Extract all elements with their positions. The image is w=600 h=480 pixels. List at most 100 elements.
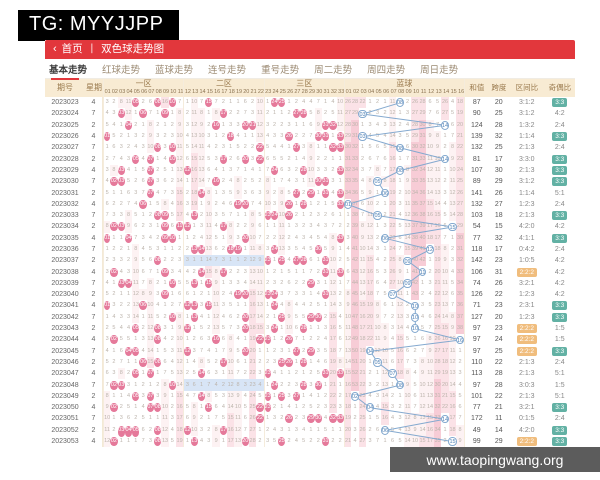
- blue-cell: 9: [456, 435, 464, 448]
- miss-count: 8: [214, 110, 218, 117]
- miss-count: 5: [119, 336, 123, 343]
- miss-count: 11: [176, 144, 183, 151]
- red-cell: 4: [183, 266, 190, 278]
- red-cell: 17: [248, 311, 257, 323]
- miss-count: 9: [280, 200, 284, 207]
- tab-red-ball-trend[interactable]: 红球走势: [102, 64, 141, 76]
- red-cell: 02: [110, 266, 118, 277]
- tab-blue-ball-trend[interactable]: 蓝球走势: [155, 64, 194, 76]
- span-cell: 31: [494, 268, 503, 276]
- miss-count: 18: [441, 358, 449, 365]
- blue-cell: 12: [396, 300, 404, 312]
- miss-count: 2: [214, 144, 218, 151]
- blue-cell: 8: [373, 164, 382, 177]
- span-cell: 22: [494, 358, 503, 366]
- miss-count: 12: [426, 381, 434, 388]
- week-cell: 4: [85, 198, 103, 210]
- miss-count: 50: [351, 347, 359, 354]
- red-cell: 30: [314, 244, 322, 255]
- tab-thursday-trend[interactable]: 周四走势: [367, 64, 406, 76]
- miss-count: 7: [127, 200, 131, 207]
- miss-count: 5: [105, 358, 109, 365]
- miss-count: 4: [376, 121, 380, 128]
- red-cell: 3: [285, 120, 292, 131]
- miss-count: 3: [294, 178, 298, 185]
- tab-consecutive-trend[interactable]: 连号走势: [208, 64, 247, 76]
- blue-cell: 39: [411, 243, 419, 256]
- blue-cell: 26: [411, 97, 419, 109]
- tab-basic-trend[interactable]: 基本走势: [49, 62, 87, 80]
- red-cell: 2: [183, 243, 190, 256]
- header-col-label: 24: [272, 89, 279, 95]
- red-cell: 12: [183, 424, 191, 436]
- miss-count: 19: [456, 110, 464, 117]
- miss-count: 7: [148, 110, 152, 117]
- miss-count: 1: [105, 144, 109, 151]
- blue-cell: 3: [419, 300, 427, 311]
- miss-count: 3: [294, 223, 298, 230]
- miss-count: 1: [185, 336, 189, 343]
- blue-cell: 10: [410, 300, 420, 311]
- blue-cell: 12: [448, 356, 457, 369]
- span-cell: 25: [494, 144, 503, 152]
- blue-cell: 1: [359, 142, 367, 153]
- tab-tuesday-trend[interactable]: 周二走势: [314, 64, 353, 76]
- back-chevron-icon[interactable]: ‹: [53, 43, 57, 55]
- blue-cell: 14: [448, 379, 457, 391]
- red-cell: 1: [139, 312, 146, 323]
- miss-count: 2: [185, 246, 189, 252]
- red-cell: 4: [125, 391, 132, 402]
- table-row: 2023035 4 01 1 1 04 7 3 4 2 09 10 1 1 2 4 12 5 1 9 3 20 10 7 2 2 1…: [45, 232, 575, 244]
- red-ball: 08: [154, 256, 162, 266]
- red-cell: 4: [118, 266, 125, 277]
- red-cell: 33: [336, 413, 344, 424]
- miss-count: 5: [383, 291, 387, 298]
- miss-count: 2: [294, 415, 298, 422]
- red-cell: 5: [315, 233, 322, 244]
- miss-count: 20: [389, 200, 396, 207]
- span-cell: 24: [494, 336, 503, 344]
- blue-cell: 08: [395, 165, 405, 176]
- tab-repeat-trend[interactable]: 重号走势: [261, 64, 300, 76]
- miss-count: 10: [404, 392, 411, 399]
- header-col-label: 16: [458, 89, 464, 95]
- miss-count: 4: [280, 144, 284, 151]
- red-cell: 6: [176, 289, 183, 300]
- red-cell: 33: [336, 233, 344, 244]
- blue-cell: 33: [351, 153, 359, 165]
- week-cell: 7: [85, 209, 103, 222]
- blue-cell: 9: [448, 322, 457, 335]
- red-cell: 1: [161, 120, 168, 131]
- miss-count: 4: [294, 438, 298, 445]
- miss-count: 11: [382, 358, 388, 365]
- sum-cell: 126: [463, 289, 489, 301]
- red-cell: 2: [242, 142, 249, 153]
- miss-count: 1: [361, 144, 365, 151]
- blue-cell: 16: [426, 424, 434, 436]
- miss-count: 5: [214, 392, 218, 399]
- blue-cell: 37: [456, 311, 464, 323]
- blue-cell: 2: [449, 244, 457, 255]
- red-cell: 1: [197, 379, 206, 391]
- red-ball: 17: [219, 109, 228, 119]
- miss-count: 6: [229, 313, 233, 320]
- red-cell: 4: [278, 300, 285, 311]
- miss-count: 4: [221, 200, 225, 207]
- miss-count: 1: [229, 257, 233, 264]
- red-ball: 29: [307, 188, 315, 198]
- miss-count: 1: [368, 99, 372, 106]
- miss-count: 11: [257, 110, 263, 117]
- odd-even-cell: 3:3: [545, 131, 575, 142]
- miss-count: 1: [383, 438, 387, 445]
- blue-cell: 2: [411, 346, 419, 357]
- header-col-label: 30: [316, 89, 323, 95]
- blue-cell: 6: [343, 266, 352, 278]
- breadcrumb-home[interactable]: 首页: [61, 43, 83, 55]
- red-cell: 11: [248, 243, 257, 256]
- tab-sunday-trend[interactable]: 周日走势: [420, 64, 459, 76]
- blue-cell: 14: [441, 311, 449, 323]
- miss-count: 3: [156, 392, 160, 399]
- miss-count: 25: [389, 257, 396, 264]
- miss-count: 1: [272, 313, 276, 320]
- blue-cell: 04: [365, 346, 375, 357]
